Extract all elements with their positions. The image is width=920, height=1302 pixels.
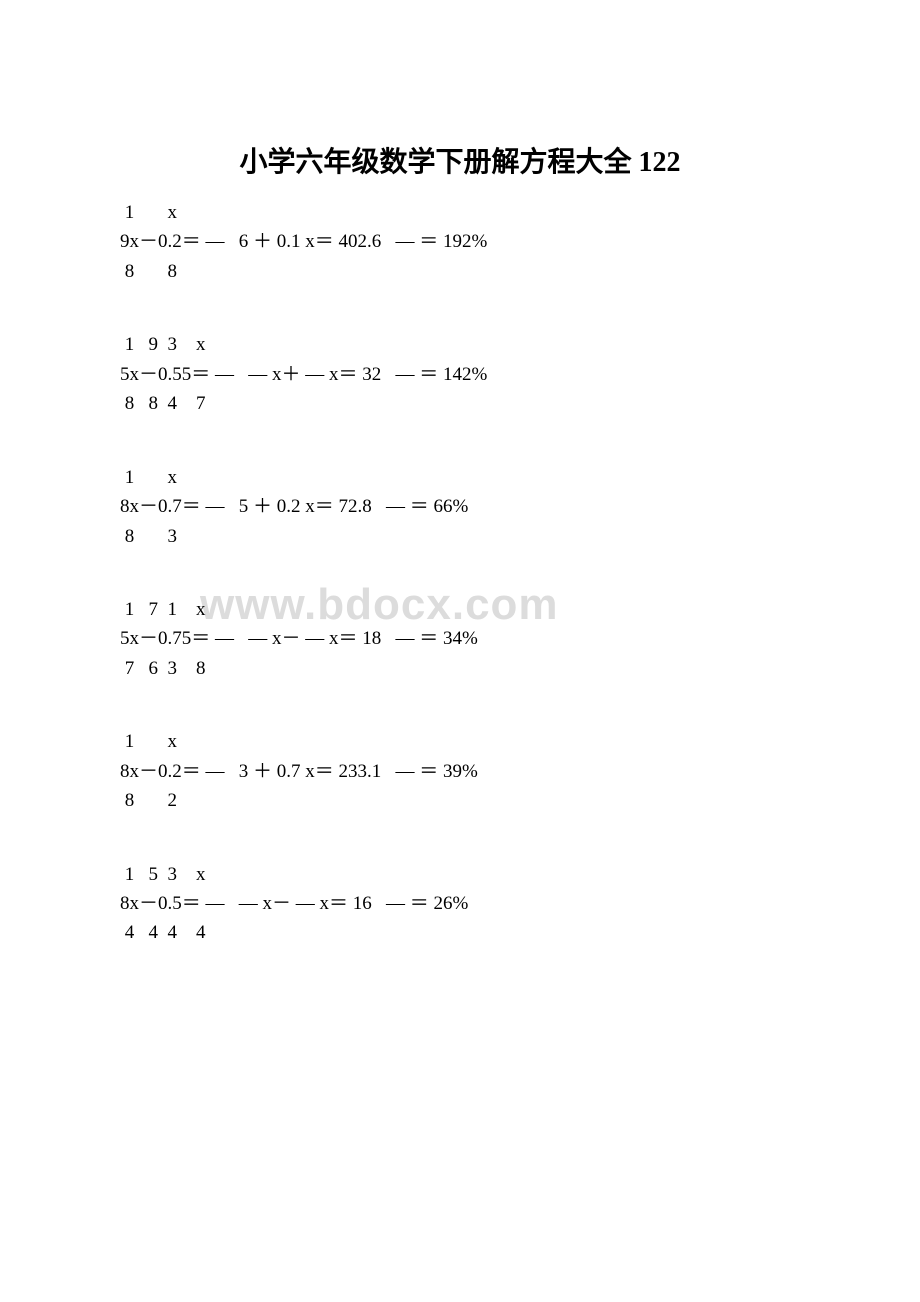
equation-denominators: 8 8 4 7 [120, 389, 800, 418]
equation-line: 8x－0.5＝ — — x－ — x＝ 16 — ＝ 26% [120, 889, 800, 918]
equation-block: 1 x 8x－0.2＝ — 3 ＋ 0.7 x＝ 233.1 — ＝ 39% 8… [120, 727, 800, 815]
equation-block: 1 7 1 x 5x－0.75＝ — — x－ — x＝ 18 — ＝ 34% … [120, 595, 800, 683]
equation-line: 5x－0.55＝ — — x＋ — x＝ 32 — ＝ 142% [120, 360, 800, 389]
equation-denominators: 7 6 3 8 [120, 654, 800, 683]
equation-numerators: 1 5 3 x [120, 860, 800, 889]
equation-line: 8x－0.7＝ — 5 ＋ 0.2 x＝ 72.8 — ＝ 66% [120, 492, 800, 521]
equation-line: 9x－0.2＝ — 6 ＋ 0.1 x＝ 402.6 — ＝ 192% [120, 227, 800, 256]
equation-numerators: 1 x [120, 198, 800, 227]
equation-denominators: 8 2 [120, 786, 800, 815]
equation-denominators: 4 4 4 4 [120, 918, 800, 947]
equation-block: 1 5 3 x 8x－0.5＝ — — x－ — x＝ 16 — ＝ 26% 4… [120, 860, 800, 948]
equation-block: 1 9 3 x 5x－0.55＝ — — x＋ — x＝ 32 — ＝ 142%… [120, 330, 800, 418]
equation-numerators: 1 7 1 x [120, 595, 800, 624]
equation-line: 8x－0.2＝ — 3 ＋ 0.7 x＝ 233.1 — ＝ 39% [120, 757, 800, 786]
page-content: 小学六年级数学下册解方程大全 122 1 x 9x－0.2＝ — 6 ＋ 0.1… [120, 140, 800, 948]
equation-numerators: 1 x [120, 463, 800, 492]
equation-numerators: 1 9 3 x [120, 330, 800, 359]
equation-denominators: 8 8 [120, 257, 800, 286]
equation-denominators: 8 3 [120, 522, 800, 551]
equation-numerators: 1 x [120, 727, 800, 756]
equation-line: 5x－0.75＝ — — x－ — x＝ 18 — ＝ 34% [120, 624, 800, 653]
equation-block: 1 x 8x－0.7＝ — 5 ＋ 0.2 x＝ 72.8 — ＝ 66% 8 … [120, 463, 800, 551]
equation-block: 1 x 9x－0.2＝ — 6 ＋ 0.1 x＝ 402.6 — ＝ 192% … [120, 198, 800, 286]
page-title: 小学六年级数学下册解方程大全 122 [120, 140, 800, 180]
